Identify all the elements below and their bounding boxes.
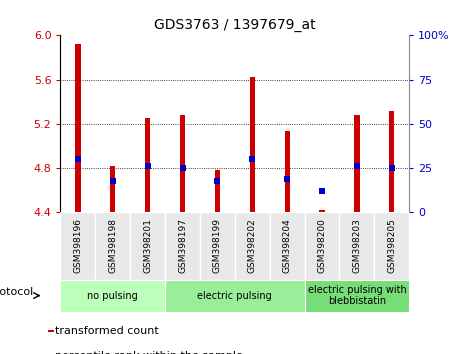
Bar bbox=[305, 212, 339, 280]
Bar bbox=[270, 212, 305, 280]
Point bbox=[318, 188, 325, 194]
Bar bbox=[250, 78, 255, 212]
Bar bbox=[60, 212, 95, 280]
Text: transformed count: transformed count bbox=[55, 326, 159, 336]
Text: GSM398199: GSM398199 bbox=[213, 218, 222, 273]
Title: GDS3763 / 1397679_at: GDS3763 / 1397679_at bbox=[154, 18, 316, 32]
Bar bbox=[60, 280, 165, 312]
Bar bbox=[165, 280, 305, 312]
Bar bbox=[110, 166, 115, 212]
Bar bbox=[200, 212, 235, 280]
Bar bbox=[95, 212, 130, 280]
Point bbox=[74, 156, 82, 162]
Bar bbox=[130, 212, 165, 280]
Text: electric pulsing: electric pulsing bbox=[198, 291, 272, 301]
Text: GSM398200: GSM398200 bbox=[318, 218, 326, 273]
Point bbox=[248, 156, 256, 162]
Point bbox=[388, 165, 395, 171]
Text: GSM398204: GSM398204 bbox=[283, 218, 292, 273]
Bar bbox=[48, 330, 54, 332]
Text: no pulsing: no pulsing bbox=[87, 291, 138, 301]
Point bbox=[109, 178, 116, 183]
Bar bbox=[319, 210, 325, 212]
Point bbox=[214, 178, 221, 183]
Bar bbox=[389, 110, 394, 212]
Text: GSM398205: GSM398205 bbox=[387, 218, 396, 273]
Text: GSM398203: GSM398203 bbox=[352, 218, 361, 273]
Text: GSM398197: GSM398197 bbox=[178, 218, 187, 273]
Bar bbox=[180, 115, 185, 212]
Bar bbox=[165, 212, 200, 280]
Bar bbox=[374, 212, 409, 280]
Bar bbox=[145, 118, 150, 212]
Point bbox=[179, 165, 186, 171]
Bar bbox=[235, 212, 270, 280]
Bar bbox=[339, 212, 374, 280]
Bar bbox=[75, 44, 80, 212]
Text: electric pulsing with
blebbistatin: electric pulsing with blebbistatin bbox=[307, 285, 406, 307]
Bar bbox=[354, 115, 359, 212]
Bar bbox=[305, 280, 409, 312]
Bar bbox=[215, 170, 220, 212]
Text: protocol: protocol bbox=[0, 287, 33, 297]
Point bbox=[144, 164, 152, 169]
Text: GSM398196: GSM398196 bbox=[73, 218, 82, 273]
Point bbox=[353, 164, 361, 169]
Text: percentile rank within the sample: percentile rank within the sample bbox=[55, 351, 243, 354]
Text: GSM398202: GSM398202 bbox=[248, 218, 257, 273]
Text: GSM398201: GSM398201 bbox=[143, 218, 152, 273]
Text: GSM398198: GSM398198 bbox=[108, 218, 117, 273]
Point bbox=[283, 176, 291, 182]
Bar bbox=[285, 131, 290, 212]
